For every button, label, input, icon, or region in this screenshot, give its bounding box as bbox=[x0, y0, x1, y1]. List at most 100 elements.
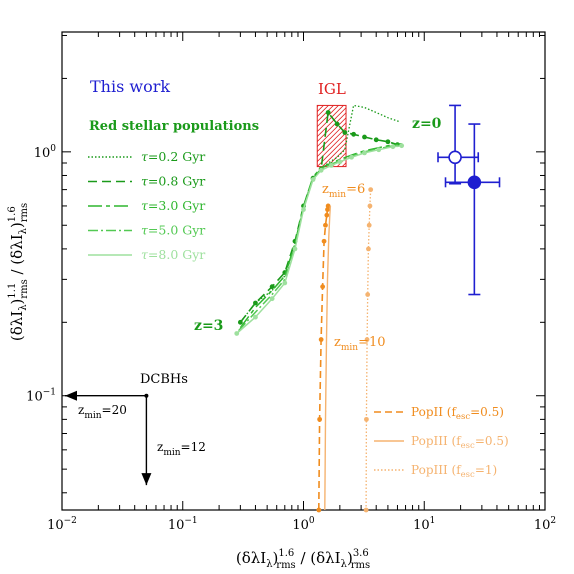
y-axis-label: (δλIλ)1.1rms / (δλIλ)1.6rms bbox=[7, 203, 30, 341]
series-point-1 bbox=[237, 319, 243, 325]
series-point-4 bbox=[349, 154, 354, 160]
this-work-point-1 bbox=[467, 175, 482, 190]
hatch-line bbox=[317, 117, 347, 148]
hatch-line bbox=[321, 142, 347, 167]
z3-label: z=3 bbox=[194, 318, 223, 334]
series-point-7 bbox=[367, 203, 373, 209]
zmin6-label: zmin=6 bbox=[322, 182, 365, 200]
legend-label-pop-2: PopIII (fesc=1) bbox=[411, 463, 497, 480]
legend-label-tau-2: τ=3.0 Gyr bbox=[141, 198, 205, 213]
series-point-1 bbox=[342, 130, 348, 135]
dcbh-label: DCBHs bbox=[140, 372, 188, 387]
x-tick-label: 102 bbox=[534, 516, 556, 533]
hatch-line bbox=[317, 105, 334, 123]
series-point-7 bbox=[366, 246, 371, 252]
series-point-5 bbox=[320, 284, 326, 290]
this-work-label: This work bbox=[90, 77, 170, 96]
axis-ticks: 10−2 10−1 100 101 102 10−1 100 bbox=[26, 32, 556, 533]
series-point-1 bbox=[334, 121, 340, 127]
series-point-7 bbox=[368, 187, 374, 193]
hatch-line bbox=[347, 105, 408, 166]
series-point-1 bbox=[373, 137, 379, 143]
legend-label-tau-0: τ=0.2 Gyr bbox=[141, 149, 205, 164]
dcbh-arrowhead-down bbox=[141, 473, 152, 486]
hatch-line bbox=[317, 105, 344, 133]
series-point-4 bbox=[234, 331, 240, 336]
series-point-1 bbox=[385, 139, 391, 145]
series-point-4 bbox=[376, 147, 382, 153]
legend-red-populations: τ=0.2 Gyr τ=0.8 Gyr τ=3.0 Gyr τ=5.0 Gyr τ=8.… bbox=[88, 149, 205, 262]
hatch-line bbox=[317, 105, 319, 108]
series-point-7 bbox=[365, 292, 371, 297]
y-tick-label: 10−1 bbox=[26, 388, 56, 405]
dcbh-marker bbox=[65, 390, 152, 486]
series-line-4 bbox=[236, 144, 402, 335]
hatch-line bbox=[317, 112, 347, 143]
series-point-4 bbox=[253, 314, 258, 320]
igl-label: IGL bbox=[318, 80, 346, 98]
series-point-1 bbox=[362, 134, 367, 140]
series-point-4 bbox=[318, 167, 324, 173]
series-point-5 bbox=[324, 212, 330, 218]
series-point-1 bbox=[269, 284, 275, 290]
series-point-5 bbox=[318, 337, 324, 342]
series-point-4 bbox=[269, 296, 275, 302]
series-point-7 bbox=[364, 416, 369, 422]
hatch-line bbox=[237, 105, 298, 166]
series-line-2 bbox=[239, 142, 402, 329]
zmin20-label: zmin=20 bbox=[78, 403, 127, 421]
series-point-4 bbox=[301, 207, 306, 212]
hatch-line bbox=[377, 105, 438, 166]
series-point-7 bbox=[364, 337, 370, 342]
hatch-line bbox=[317, 105, 329, 118]
series-point-5 bbox=[317, 416, 323, 422]
x-tick-label: 10−1 bbox=[168, 516, 198, 533]
series-point-5 bbox=[316, 507, 322, 513]
series-point-4 bbox=[292, 246, 298, 252]
hatch-line bbox=[317, 122, 347, 153]
series-point-7 bbox=[363, 507, 369, 513]
this-work-point-0 bbox=[448, 150, 462, 165]
series-point-5 bbox=[323, 222, 328, 228]
series-point-1 bbox=[351, 131, 357, 137]
plot-frame bbox=[61, 31, 546, 511]
series-point-5 bbox=[325, 203, 331, 209]
hatch-line bbox=[362, 105, 423, 166]
x-tick-label: 10−2 bbox=[47, 516, 77, 533]
legend-label-pop-1: PopIII (fesc=0.5) bbox=[411, 434, 509, 451]
this-work-points bbox=[437, 104, 501, 296]
series-point-4 bbox=[310, 177, 316, 182]
zmin10-label: zmin=10 bbox=[334, 335, 386, 353]
hatch-line bbox=[317, 127, 347, 158]
series-lines bbox=[234, 104, 405, 513]
hatch-line bbox=[331, 152, 347, 167]
series-point-5 bbox=[321, 238, 327, 244]
zmin12-label: zmin=12 bbox=[157, 440, 206, 458]
series-point-7 bbox=[366, 222, 372, 228]
legend-label-tau-1: τ=0.8 Gyr bbox=[141, 174, 205, 189]
series-point-4 bbox=[399, 143, 405, 149]
z0-label: z=0 bbox=[412, 116, 442, 132]
x-axis-label: (δλIλ)1.6 rms / (δλIλ)3.6 rms bbox=[236, 548, 370, 571]
series-point-4 bbox=[282, 280, 288, 286]
hatch-line bbox=[367, 105, 428, 166]
series-point-4 bbox=[328, 162, 334, 168]
x-tick-label: 100 bbox=[292, 516, 315, 533]
series-point-4 bbox=[362, 150, 367, 156]
series-line-3 bbox=[238, 143, 402, 332]
hatch-line bbox=[326, 147, 347, 167]
legend-label-tau-3: τ=5.0 Gyr bbox=[141, 223, 205, 238]
x-tick-label: 101 bbox=[413, 516, 435, 533]
series-point-1 bbox=[325, 110, 331, 115]
series-point-1 bbox=[253, 300, 258, 306]
hatch-line bbox=[317, 105, 324, 113]
series-line-6 bbox=[324, 205, 332, 511]
red-populations-label: Red stellar populations bbox=[89, 119, 259, 134]
series-point-4 bbox=[337, 159, 343, 165]
dcbh-point bbox=[144, 393, 149, 398]
hatch-line bbox=[382, 105, 443, 166]
legend-label-pop-0: PopII (fesc=0.5) bbox=[411, 405, 504, 422]
series-point-5 bbox=[325, 207, 330, 212]
hatch-line bbox=[242, 105, 303, 166]
